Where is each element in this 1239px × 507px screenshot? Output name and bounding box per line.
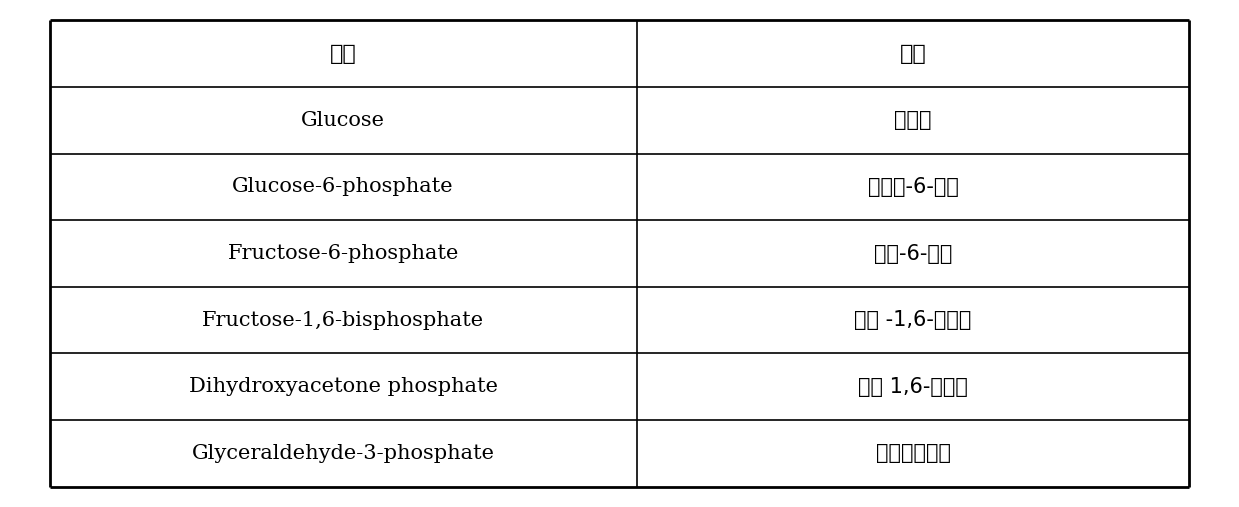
Text: 葫萄糖-6-磷酸: 葫萄糖-6-磷酸 — [867, 177, 959, 197]
Text: 果糖 -1,6-二磷酸: 果糖 -1,6-二磷酸 — [855, 310, 971, 330]
Text: Fructose-1,6-bisphosphate: Fructose-1,6-bisphosphate — [202, 311, 484, 330]
Text: 磷酸二羟丙酮: 磷酸二羟丙酮 — [876, 444, 950, 463]
Text: 葫萄糖: 葫萄糖 — [895, 110, 932, 130]
Text: Dihydroxyacetone phosphate: Dihydroxyacetone phosphate — [188, 377, 498, 396]
Text: Glucose: Glucose — [301, 111, 385, 130]
Text: 果糖-6-磷酸: 果糖-6-磷酸 — [873, 243, 953, 264]
Text: Glyceraldehyde-3-phosphate: Glyceraldehyde-3-phosphate — [192, 444, 494, 463]
Text: Fructose-6-phosphate: Fructose-6-phosphate — [228, 244, 458, 263]
Text: 英文: 英文 — [330, 43, 357, 64]
Text: 果糖 1,6-双磷酸: 果糖 1,6-双磷酸 — [859, 377, 968, 397]
Text: 中文: 中文 — [900, 44, 927, 63]
Text: Glucose-6-phosphate: Glucose-6-phosphate — [232, 177, 453, 196]
